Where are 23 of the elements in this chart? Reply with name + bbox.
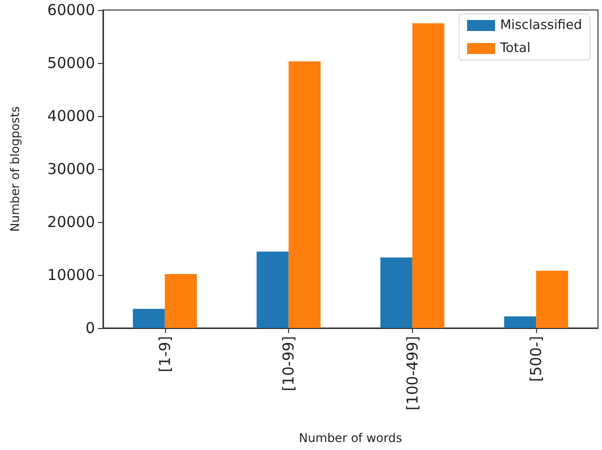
bar [412, 23, 444, 328]
x-tick-label: [10-99] [280, 336, 298, 392]
bar [164, 274, 197, 328]
x-tick-label: [500-] [527, 336, 546, 382]
bar [536, 270, 568, 328]
y-tick-label: 50000 [47, 54, 95, 72]
legend-label: Misclassified [500, 18, 582, 33]
y-tick-label: 10000 [47, 266, 95, 284]
bar [288, 61, 321, 328]
bar [132, 308, 165, 328]
bar [380, 258, 412, 328]
legend-label: Total [499, 41, 530, 56]
x-tick-label: [100-499] [403, 336, 422, 410]
bar [256, 252, 289, 328]
y-tick-label: 30000 [47, 160, 95, 178]
y-tick-label: 40000 [47, 107, 95, 125]
x-tick-label: [1-9] [156, 336, 174, 372]
bar [504, 316, 536, 328]
y-axis-title: Number of blogposts [8, 106, 22, 232]
y-tick-label: 60000 [47, 1, 95, 19]
x-axis-title: Number of words [298, 431, 402, 445]
y-tick-label: 0 [85, 319, 95, 337]
y-tick-label: 20000 [47, 213, 95, 231]
